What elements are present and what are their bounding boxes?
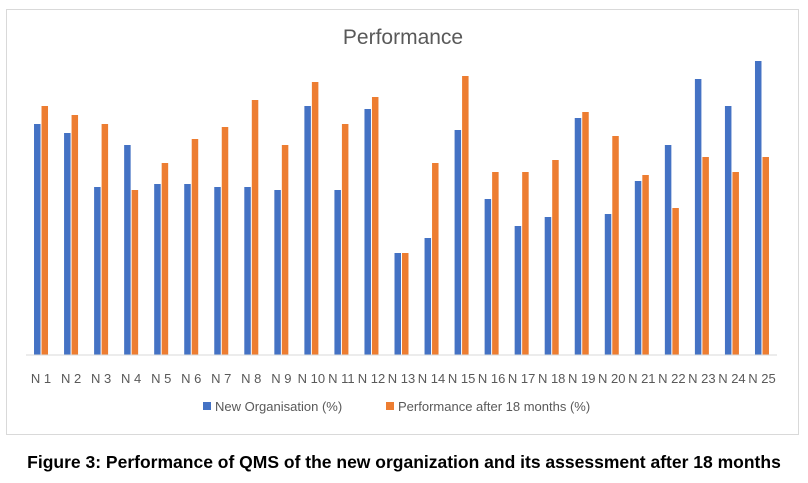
bar-series2-n5 — [161, 163, 169, 355]
bar-series2-n25 — [762, 157, 769, 355]
bar-series2-n14 — [432, 163, 439, 355]
figure-caption: Figure 3: Performance of QMS of the new … — [27, 452, 781, 472]
x-tick-label: N 4 — [121, 371, 141, 386]
bar-series2-n23 — [702, 157, 709, 355]
bar-series2-n9 — [281, 145, 289, 355]
x-tick-label: N 11 — [328, 371, 355, 386]
legend-label-1: New Organisation (%) — [215, 399, 342, 414]
legend-label-2: Performance after 18 months (%) — [398, 399, 590, 414]
bar-series1-n1 — [34, 124, 41, 355]
bar-series1-n4 — [124, 145, 131, 355]
bar-series1-n10 — [304, 106, 311, 355]
x-tick-label: N 20 — [598, 371, 625, 386]
x-tick-label: N 23 — [688, 371, 715, 386]
bar-series2-n17 — [522, 172, 529, 355]
bar-series2-n10 — [311, 82, 319, 355]
x-tick-label: N 10 — [298, 371, 325, 386]
bar-series1-n9 — [274, 190, 281, 355]
bar-series1-n25 — [754, 61, 762, 355]
x-tick-label: N 25 — [748, 371, 775, 386]
x-tick-label: N 16 — [478, 371, 505, 386]
chart-svg: Performance N 1 N 2 N 3 N 4 N 5 N 6 N 7 N 8 N 9 N… — [26, 26, 777, 414]
legend: New Organisation (%) Performance after 18… — [203, 399, 590, 414]
bar-series2-n2 — [71, 115, 79, 355]
bar-series2-n1 — [41, 106, 49, 355]
x-tick-label: N 22 — [658, 371, 685, 386]
bar-series1-n3 — [94, 187, 101, 355]
bar-series2-n3 — [101, 124, 109, 355]
bar-series1-n24 — [724, 106, 732, 355]
x-tick-label: N 8 — [241, 371, 261, 386]
x-tick-label: N 19 — [568, 371, 595, 386]
bar-series1-n12 — [364, 109, 371, 355]
x-tick-label: N 21 — [628, 371, 655, 386]
bar-series1-n15 — [454, 130, 462, 355]
x-tick-label: N 2 — [61, 371, 81, 386]
bar-series1-n13 — [394, 253, 401, 355]
bar-series1-n20 — [604, 214, 612, 355]
bar-series2-n4 — [131, 190, 139, 355]
bar-series1-n5 — [154, 184, 161, 355]
x-tick-label: N 24 — [718, 371, 745, 386]
x-tick-label: N 12 — [358, 371, 385, 386]
bar-series1-n19 — [574, 118, 582, 355]
bar-series1-n18 — [544, 217, 552, 355]
bar-series1-n16 — [484, 199, 492, 355]
x-tick-label: N 7 — [211, 371, 231, 386]
bar-series1-n6 — [184, 184, 191, 355]
bar-series2-n19 — [582, 112, 589, 355]
x-tick-label: N 1 — [31, 371, 51, 386]
bar-series2-n7 — [221, 127, 229, 355]
x-tick-label: N 6 — [181, 371, 201, 386]
legend-swatch-2 — [386, 402, 394, 410]
bar-series2-n8 — [251, 100, 259, 355]
bar-series2-n6 — [191, 139, 199, 355]
bar-series1-n21 — [634, 181, 642, 355]
bar-series1-n17 — [514, 226, 522, 355]
bar-series2-n12 — [371, 97, 379, 355]
bar-series1-n2 — [64, 133, 71, 355]
chart-title: Performance — [343, 26, 463, 49]
bar-series1-n8 — [244, 187, 251, 355]
x-tick-label: N 3 — [91, 371, 111, 386]
chart-frame: Performance N 1 N 2 N 3 N 4 N 5 N 6 N 7 N 8 N 9 N… — [6, 9, 799, 435]
bar-series2-n21 — [642, 175, 649, 355]
x-tick-label: N 18 — [538, 371, 565, 386]
legend-swatch-1 — [203, 402, 211, 410]
bar-series2-n24 — [732, 172, 739, 355]
bar-series2-n18 — [552, 160, 559, 355]
x-tick-label: N 15 — [448, 371, 475, 386]
x-tick-label: N 13 — [388, 371, 415, 386]
bar-series2-n16 — [492, 172, 499, 355]
bars-group — [34, 61, 769, 355]
bar-series1-n11 — [334, 190, 341, 355]
bar-series2-n11 — [341, 124, 349, 355]
x-tick-label: N 14 — [418, 371, 445, 386]
bar-series2-n22 — [672, 208, 679, 355]
x-tick-label: N 9 — [271, 371, 291, 386]
x-tick-label: N 17 — [508, 371, 535, 386]
bar-series1-n23 — [694, 79, 702, 355]
bar-series2-n13 — [402, 253, 409, 355]
x-tick-label: N 5 — [151, 371, 171, 386]
bar-series1-n22 — [664, 145, 672, 355]
bar-series2-n15 — [462, 76, 469, 355]
bar-series1-n7 — [214, 187, 221, 355]
bar-series2-n20 — [612, 136, 619, 355]
bar-series1-n14 — [424, 238, 432, 355]
